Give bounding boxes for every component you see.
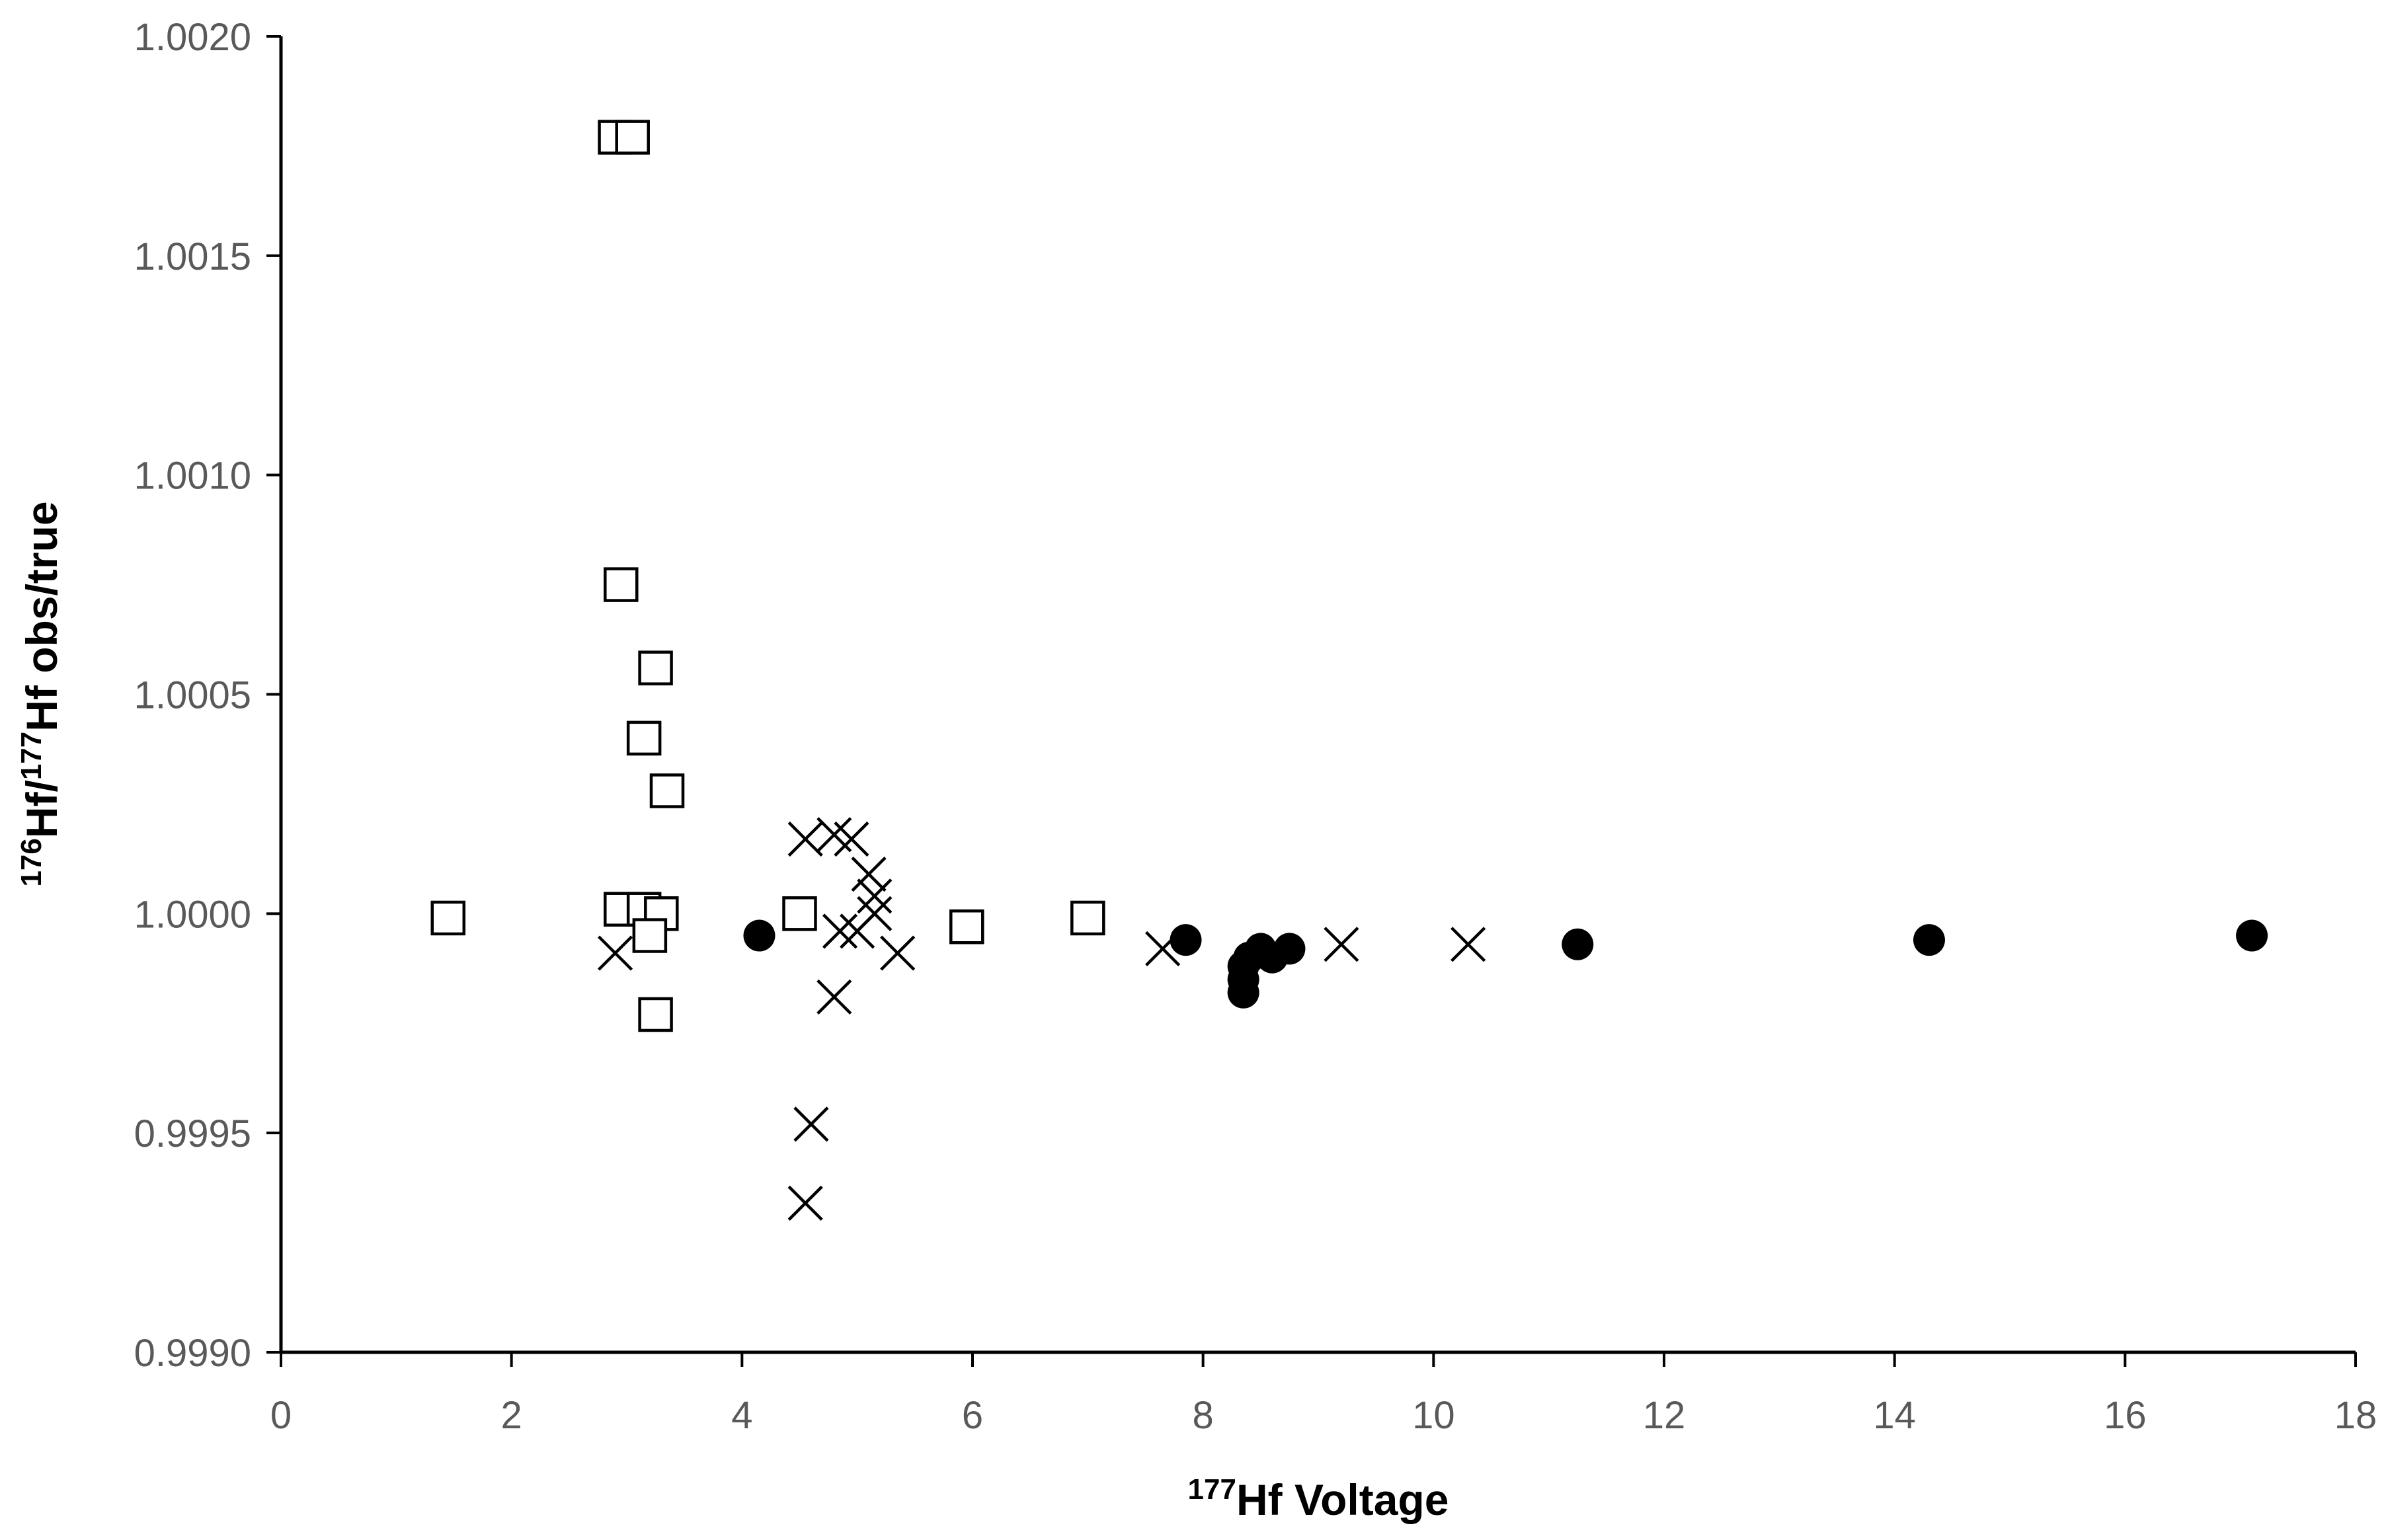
x-tick-label: 0 [270, 1394, 292, 1437]
data-point-circle [1562, 928, 1594, 960]
y-axis-title-mid: Hf/ [17, 780, 66, 838]
data-point-square [949, 909, 984, 944]
data-point-circle [1170, 924, 1202, 956]
data-points [430, 120, 2268, 1221]
y-tick-label: 1.0005 [134, 674, 251, 717]
x-axis-title: 177Hf Voltage [1188, 1473, 1449, 1524]
data-point-square [604, 567, 639, 602]
data-point-cross [857, 878, 893, 914]
x-tick-label: 12 [1643, 1394, 1686, 1437]
data-point-cross [834, 821, 869, 857]
y-tick-label: 1.0000 [134, 893, 251, 936]
data-point-square [638, 997, 673, 1032]
y-tick-label: 0.9995 [134, 1112, 251, 1155]
data-point-cross [880, 935, 916, 971]
data-point-square [782, 896, 817, 931]
data-point-square [430, 900, 466, 936]
data-point-circle [1273, 933, 1306, 965]
y-tick-label: 1.0015 [134, 235, 251, 278]
data-point-circle [2236, 919, 2268, 952]
x-axis-title-text: Hf Voltage [1236, 1475, 1449, 1524]
x-axis-title-sup: 177 [1188, 1473, 1236, 1506]
y-axis-title-text: Hf obs/true [17, 501, 66, 731]
data-point-cross [840, 913, 875, 949]
data-point-circle [743, 919, 775, 952]
data-point-cross [851, 857, 887, 892]
axis-ticks: 0 2 4 6 8 10 12 14 16 18 0.9990 0.9995 1.0000 1.0005 1… [134, 16, 2377, 1437]
x-tick-label: 14 [1873, 1394, 1916, 1437]
data-point-square [632, 918, 668, 953]
data-point-cross [1451, 927, 1486, 962]
y-axis-title: 176Hf/177Hf obs/true [15, 501, 66, 886]
y-tick-label: 1.0020 [134, 16, 251, 59]
data-point-square [615, 120, 650, 155]
x-tick-label: 16 [2104, 1394, 2147, 1437]
data-point-cross [793, 1106, 829, 1142]
x-tick-label: 18 [2334, 1394, 2377, 1437]
x-tick-label: 4 [731, 1394, 752, 1437]
data-point-cross [1324, 927, 1359, 962]
y-tick-label: 0.9990 [134, 1332, 251, 1375]
data-point-cross [787, 1185, 823, 1221]
data-point-cross [816, 979, 852, 1015]
y-axis-title-sup2: 177 [15, 732, 48, 780]
data-point-square [649, 773, 685, 808]
x-tick-label: 6 [962, 1394, 983, 1437]
data-point-cross [597, 935, 633, 971]
x-tick-label: 10 [1412, 1394, 1455, 1437]
x-tick-label: 8 [1193, 1394, 1214, 1437]
data-point-square [638, 650, 673, 685]
data-point-cross [787, 821, 823, 857]
data-point-square [1070, 900, 1105, 936]
data-point-circle [1913, 924, 1945, 956]
data-point-cross [822, 913, 858, 949]
y-tick-label: 1.0010 [134, 455, 251, 498]
y-axis-title-sup1: 176 [15, 838, 48, 886]
x-tick-label: 2 [501, 1394, 522, 1437]
data-point-square [626, 720, 662, 756]
